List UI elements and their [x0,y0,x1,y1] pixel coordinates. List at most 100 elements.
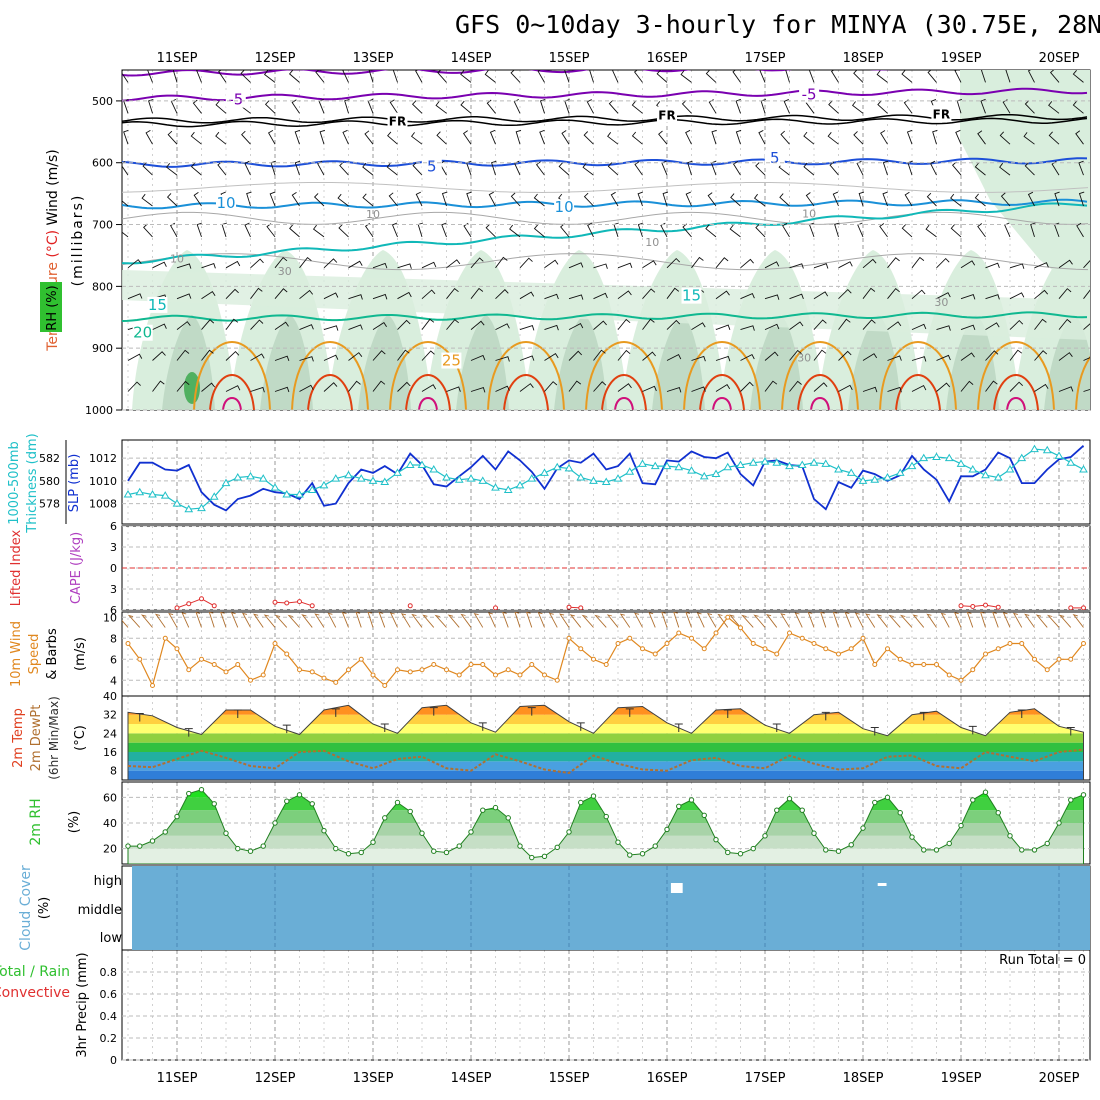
wind-barb [515,129,522,145]
wind-barb [960,324,976,331]
wind-barb [141,193,153,207]
wind10m-point [848,646,854,652]
wind-barb [491,160,497,176]
wind10m-point [333,679,339,685]
wind-barb [877,100,888,114]
panel-frame [121,439,1091,525]
wind-barb [862,353,878,361]
rh2m-point [590,793,597,799]
isotherm [122,113,1088,124]
rh-tick-label: 60 [103,791,117,804]
thickness-point [368,476,378,484]
upper-air-panel [122,70,1090,410]
wind-barb [267,130,276,145]
lifted-index-point [211,603,217,609]
rh2m-point [1068,797,1074,803]
wind10m-point [309,669,315,675]
wind-barb [568,350,583,361]
isotherm-warm [1075,355,1090,410]
maxmin-marker [478,722,487,731]
wind-barb [607,132,619,145]
wind-barb [533,193,545,207]
wind-barb [558,162,570,176]
wind10m-barb [537,612,545,628]
wind-barb [729,224,741,238]
wind-barb [911,384,927,392]
rh2m-point [688,797,695,803]
wind-barb [123,129,129,145]
wind10m-point [578,646,584,652]
temp-band [128,761,1084,771]
rh2m-point [321,827,327,834]
wind10m-barb [559,613,570,628]
wind-barb [803,131,815,145]
wind-barb [338,224,349,238]
wind-barb [1009,349,1023,361]
wind-barb [388,192,398,207]
thickness-point [601,477,611,485]
wind10m-barb [888,614,901,628]
rh2m-point [750,845,756,852]
wind-barb [936,382,951,392]
wind-barb [617,349,631,361]
wind10m-barb [220,612,227,628]
wind-barb [980,98,986,114]
thickness-point [295,489,304,498]
isotherm-label-bg [657,106,677,123]
wind-barb [568,262,584,269]
rh2m-point [309,801,315,807]
thickness-point [919,453,929,462]
wind10m-barb [274,614,288,628]
date-label-bottom: 11SEP [157,1071,198,1086]
wind-barb [192,99,202,114]
wind-barb [218,70,227,83]
wind-barb [470,320,485,330]
thickness-point [834,465,843,473]
y-tick-label: 700 [92,219,113,232]
wind10m-point [774,651,780,657]
date-label-top: 17SEP [745,51,786,66]
wind10m-point [652,651,658,657]
wind-barb [299,256,312,269]
wind10m-barb [263,614,276,628]
wind-barb [441,222,447,238]
wind-barb [323,354,339,361]
rh2m-point [198,786,205,793]
wind-barb [560,223,570,238]
wind-barb [294,129,301,145]
rh2m-point [652,843,658,849]
wind-barb [789,321,804,330]
wind-barb [315,70,325,83]
rh2m-point [823,847,829,853]
panel-frame [121,611,1091,697]
wind-barb [127,293,143,300]
temp-tick-label: 40 [103,690,117,703]
wind10m-point [970,667,976,673]
wind-barb [691,355,706,362]
slp-ylabel: SLP (mb) [67,454,82,513]
wind10m-point [248,677,253,683]
rh2m-point [149,838,156,844]
wind10m-barb [526,612,533,628]
thickness-point [491,483,500,491]
pressure-axes: 578 1008 580 1010 582 1012 1000-500mb Thickness… [7,433,117,533]
lifted-index-point [174,605,180,610]
isotherm-hot [503,373,549,410]
wind-barb [544,259,559,269]
wind10m-barb [367,612,374,628]
lifted-index-point [1068,605,1074,610]
thickness-point [736,460,745,468]
wind10m-barb [301,614,313,628]
precip-total-label: Total / Rain [0,964,70,980]
wind-barb [1027,70,1035,83]
wind10m-barb [127,614,141,628]
wind10m-point [125,641,131,646]
wind-barb [122,70,129,83]
wind-barb [656,70,668,83]
precip-tick-label: 0.8 [100,966,118,979]
wind-barb [372,350,386,361]
date-label-bottom: 18SEP [843,1071,884,1086]
cloud-panel: high middle low Cloud Cover (%) [18,865,1090,951]
wind-barb [436,131,447,145]
wind-barb [593,263,608,269]
